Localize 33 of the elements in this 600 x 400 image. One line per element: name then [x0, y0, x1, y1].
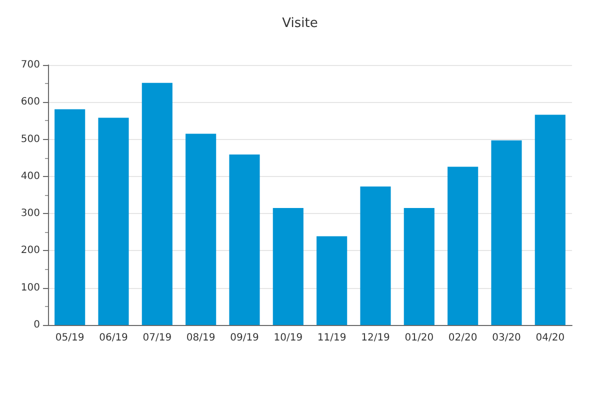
bar: [316, 236, 348, 325]
bar: [404, 208, 434, 325]
x-tick-label: 07/19: [142, 332, 172, 344]
bar: [534, 114, 566, 325]
x-tick-label: 02/20: [448, 332, 478, 344]
x-tick-label: 05/19: [55, 332, 84, 344]
bar: [229, 154, 260, 325]
bar: [491, 140, 522, 325]
y-tick-label: 0: [34, 320, 40, 330]
x-tick-label: 12/19: [361, 332, 390, 344]
bar: [142, 82, 172, 325]
x-tick-label: 11/19: [317, 332, 346, 344]
x-tick-label: 03/20: [492, 332, 521, 344]
chart-title: Visite: [282, 16, 318, 31]
bar: [186, 134, 216, 325]
bar: [98, 118, 129, 325]
y-tick-label: 200: [20, 245, 40, 256]
bar: [360, 186, 391, 325]
bar: [448, 166, 478, 325]
x-tick-label: 08/19: [186, 332, 216, 344]
bar: [272, 208, 304, 325]
x-tick-label: 10/19: [274, 332, 303, 344]
y-tick-label: 500: [20, 134, 40, 145]
y-tick-label: 700: [20, 60, 40, 70]
y-tick-label: 300: [20, 208, 40, 220]
x-tick-label: 04/20: [536, 332, 565, 344]
x-tick-label: 01/20: [404, 332, 434, 344]
y-tick-label: 100: [20, 282, 40, 294]
bar: [54, 109, 86, 325]
y-tick-label: 400: [20, 170, 40, 182]
x-tick-label: 06/19: [99, 332, 128, 344]
x-tick-label: 09/19: [230, 332, 259, 344]
y-tick-label: 600: [20, 96, 40, 108]
